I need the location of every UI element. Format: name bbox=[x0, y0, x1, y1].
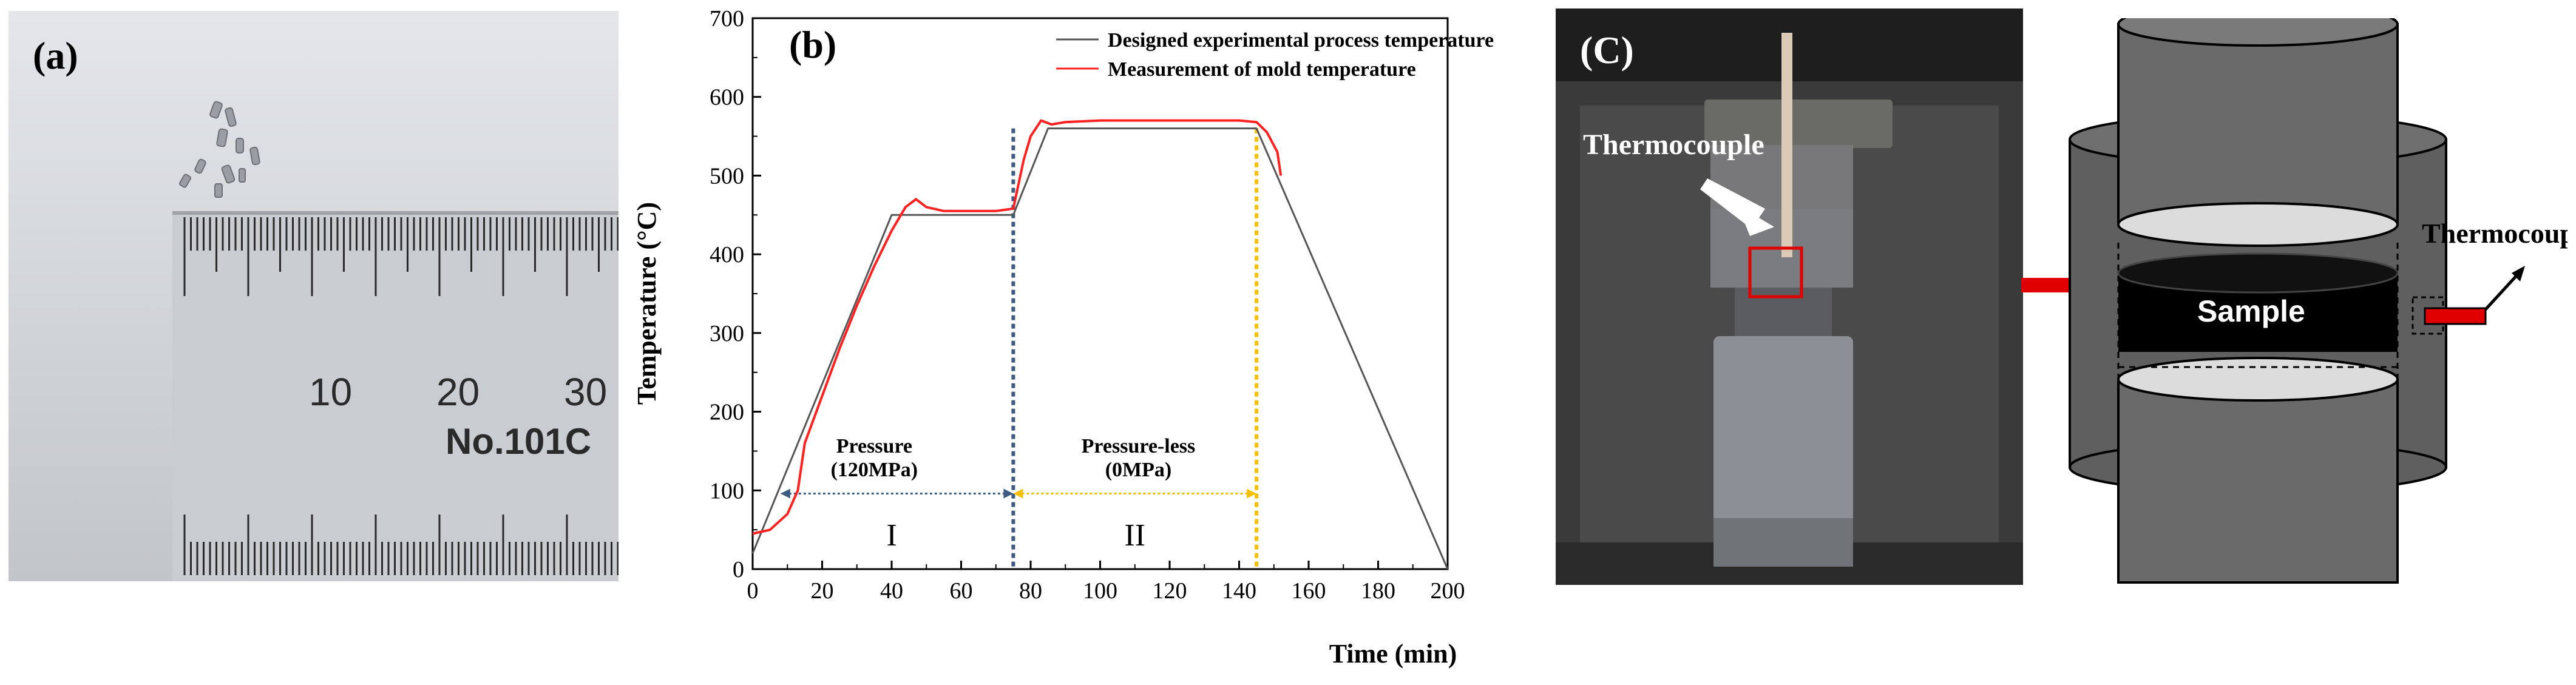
panel-d-schematic: Sample Thermocouple bbox=[2058, 2, 2576, 589]
thermocouple-label-schematic: Thermocouple bbox=[2422, 218, 2568, 249]
y-tick-label: 600 bbox=[710, 85, 744, 110]
ruler-ticks bbox=[183, 217, 619, 575]
x-tick-label: 200 bbox=[1431, 578, 1465, 604]
stage-arrow-head-left bbox=[780, 488, 790, 499]
panel-c-label: (C) bbox=[1580, 29, 1634, 72]
plot-frame bbox=[751, 17, 1449, 570]
x-axis-label: Time (min) bbox=[1329, 639, 1457, 669]
lower-punch-schematic bbox=[2117, 378, 2399, 584]
x-tick-label: 40 bbox=[880, 578, 903, 604]
legend-entry: Designed experimental process temperatur… bbox=[1108, 29, 1494, 52]
x-tick-label: 80 bbox=[1019, 578, 1042, 604]
panel-b-label: (b) bbox=[789, 23, 836, 66]
ruler-number-20: 20 bbox=[436, 370, 480, 414]
lower-punch bbox=[1713, 336, 1853, 567]
x-tick-label: 100 bbox=[1083, 578, 1117, 604]
panel-a-photo: 10 20 30 No.101C (a) bbox=[8, 11, 619, 581]
panel-a-label: (a) bbox=[33, 34, 78, 77]
chart-annotation: I bbox=[886, 518, 897, 553]
chart-annotation: Pressure bbox=[836, 435, 912, 457]
white-arrow-icon bbox=[1700, 178, 1774, 236]
ruler-number-10: 10 bbox=[309, 370, 352, 414]
furnace-photo: Thermocouple (C) bbox=[1556, 8, 2023, 585]
ruler-body bbox=[172, 211, 619, 581]
panel-b-chart: 0 20 40 60 80 100 120 140 160 180 200 0 100 200 300 400… bbox=[625, 0, 1499, 682]
x-tick-label: 60 bbox=[950, 578, 973, 604]
y-tick-label: 500 bbox=[710, 163, 744, 189]
chart-annotation: (120MPa) bbox=[831, 459, 918, 481]
chart-annotation: II bbox=[1124, 518, 1145, 553]
powder-particles bbox=[178, 101, 260, 198]
stage-arrow-head-right bbox=[1003, 488, 1014, 499]
thermocouple-pointer bbox=[2484, 272, 2520, 311]
mold-schematic: Sample Thermocouple bbox=[2069, 2, 2576, 584]
x-tick-label: 0 bbox=[747, 578, 759, 604]
y-tick-label: 300 bbox=[710, 321, 744, 346]
legend-entry: Measurement of mold temperature bbox=[1108, 58, 1416, 81]
sample-label: Sample bbox=[2197, 294, 2305, 328]
series-measured-line bbox=[752, 119, 1283, 535]
chart-annotation: Pressure-less bbox=[1082, 435, 1196, 457]
y-tick-label: 100 bbox=[710, 478, 744, 504]
y-tick-label: 0 bbox=[733, 557, 744, 582]
series-designed-line bbox=[751, 127, 1449, 570]
y-axis-label: Temperature (°C) bbox=[632, 202, 662, 405]
x-tick-label: 180 bbox=[1361, 578, 1395, 604]
ruler-photo: 10 20 30 No.101C (a) bbox=[33, 34, 619, 581]
x-tick-label: 120 bbox=[1153, 578, 1187, 604]
ruler-number-30: 30 bbox=[564, 370, 607, 414]
x-tick-label: 160 bbox=[1292, 578, 1326, 604]
thermocouple-rod bbox=[1781, 33, 1792, 257]
y-tick-label: 200 bbox=[710, 400, 744, 425]
y-tick-label: 400 bbox=[710, 242, 744, 268]
chart-annotation: (0MPa) bbox=[1105, 459, 1172, 481]
y-tick-label: 700 bbox=[710, 6, 744, 32]
highlight-box bbox=[1748, 246, 1803, 299]
thermocouple-schematic bbox=[2424, 307, 2487, 325]
upper-punch bbox=[2117, 23, 2399, 226]
temperature-chart: 0 20 40 60 80 100 120 140 160 180 200 0 100 200 300 400… bbox=[632, 6, 1494, 669]
x-tick-label: 20 bbox=[811, 578, 834, 604]
thermocouple-label-photo: Thermocouple bbox=[1583, 129, 1764, 161]
ruler-model-text: No.101C bbox=[446, 421, 591, 462]
x-tick-label: 140 bbox=[1222, 578, 1256, 604]
panel-c-photo: Thermocouple (C) bbox=[1556, 8, 2023, 585]
stage-arrow-head-right bbox=[1247, 488, 1257, 499]
stage-arrow-head-left bbox=[1013, 488, 1023, 499]
